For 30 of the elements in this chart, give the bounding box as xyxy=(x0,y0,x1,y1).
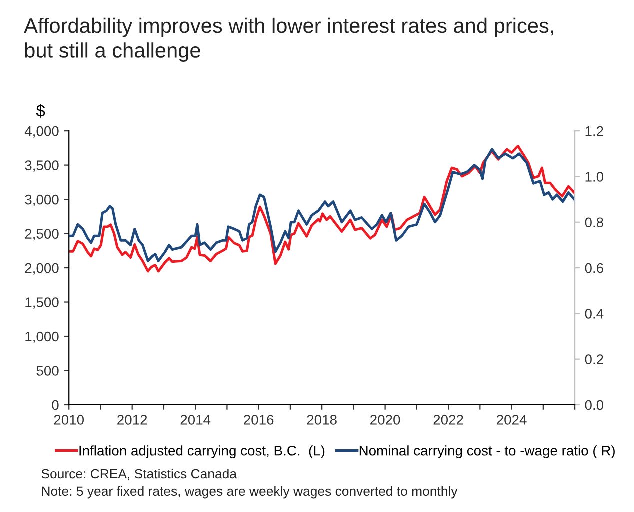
y-tick-label: 3,500 xyxy=(25,160,59,172)
legend-label: Nominal carrying cost - to -wage ratio ( R) xyxy=(360,446,615,459)
x-tick-label: 2018 xyxy=(307,415,337,425)
y-tick-label: 3,000 xyxy=(25,194,59,206)
x-tick-label: 2010 xyxy=(54,415,84,425)
y2-tick-label: 0.2 xyxy=(585,354,604,365)
y-tick-label: 0 xyxy=(52,400,59,410)
x-tick-label: 2024 xyxy=(497,415,527,425)
y-tick-label: 1,000 xyxy=(26,332,59,344)
y-axis-title: $ xyxy=(36,104,46,118)
y2-tick-label: 0.6 xyxy=(585,263,604,274)
x-tick-label: 2022 xyxy=(434,415,464,425)
chart-title: Affordability improves with lower interest rates and prices, but still a challenge xyxy=(24,18,554,62)
x-tick-label: 2014 xyxy=(180,415,211,425)
y2-tick-label: 1.0 xyxy=(586,172,604,182)
y2-tick-label: 0.0 xyxy=(585,400,604,410)
x-tick-label: 2012 xyxy=(118,415,148,425)
x-tick-label: 2016 xyxy=(244,415,274,425)
y-tick-label: 4,000 xyxy=(24,126,59,138)
y-tick-label: 500 xyxy=(36,366,59,376)
y2-tick-label: 0.4 xyxy=(585,309,604,319)
y2-tick-label: 0.8 xyxy=(585,218,604,228)
y2-tick-label: 1.2 xyxy=(586,126,604,136)
source-note: Source: CREA, Statistics Canada xyxy=(42,468,238,480)
y-tick-label: 1,500 xyxy=(26,298,59,310)
legend-label: Inflation adjusted carrying cost, B.C. (L) xyxy=(80,446,325,459)
x-tick-label: 2020 xyxy=(370,415,400,425)
y-tick-label: 2,500 xyxy=(25,229,59,241)
text: Note: 5 year fixed rates, wages are weekly wages converted to monthly xyxy=(42,486,458,499)
y-tick-label: 2,000 xyxy=(25,263,59,275)
